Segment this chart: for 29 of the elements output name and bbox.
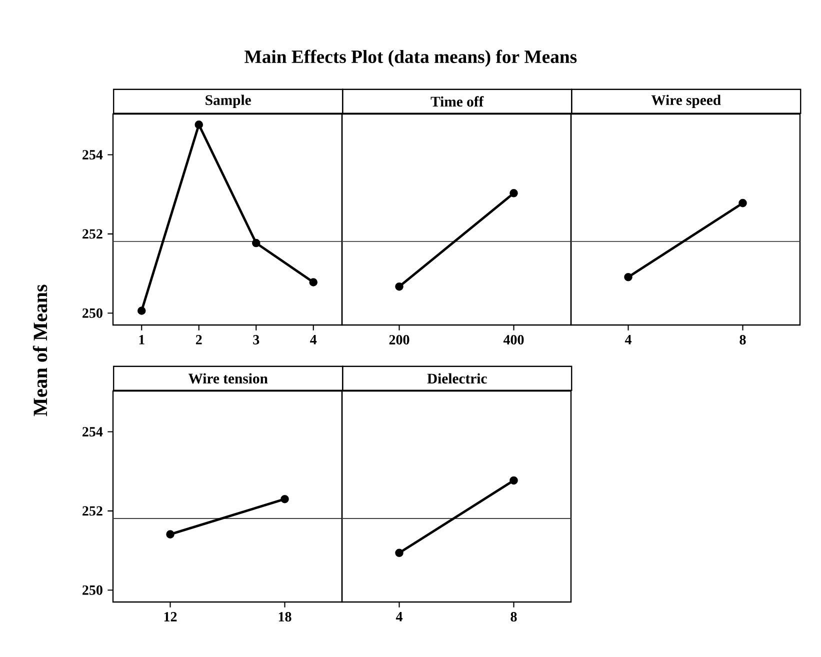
chart-subtitle: Sample — [206, 94, 251, 108]
point — [252, 238, 260, 248]
x-tick-label: 3 — [253, 335, 260, 344]
x-tick-label: 4 — [396, 612, 402, 622]
x-tick-label: 18 — [278, 612, 292, 622]
chart-subtitle: Time off — [430, 96, 484, 107]
chart-subtitle: Wire speed — [651, 94, 721, 108]
x-tick-label: 8 — [740, 335, 746, 344]
x-tick-label: 2 — [196, 335, 202, 344]
point — [137, 306, 146, 315]
x-tick-label: 200 — [389, 335, 410, 344]
y-tick-label: 254 — [82, 150, 103, 160]
x-tick-label: 4 — [310, 335, 317, 344]
y-axis-title: Mean of Means — [32, 284, 48, 416]
y-tick-label: 252 — [82, 229, 102, 239]
point — [194, 120, 204, 129]
point — [309, 278, 318, 286]
y-tick-label: 250 — [82, 308, 102, 318]
y-tick-label: 250 — [82, 585, 102, 595]
x-tick-label: 4 — [624, 335, 632, 344]
chart-subtitle: Dielectric — [427, 373, 487, 384]
y-tick-label: 254 — [82, 427, 103, 436]
x-tick-label: 12 — [164, 612, 177, 622]
x-tick-label: 1 — [139, 335, 144, 344]
chart-subtitle: Wire tension — [188, 373, 268, 384]
x-tick-label: 400 — [503, 335, 524, 344]
y-tick-label: 252 — [82, 506, 102, 516]
x-tick-label: 8 — [510, 612, 517, 622]
text: Main Effects Plot (data means) for Means — [244, 50, 577, 67]
